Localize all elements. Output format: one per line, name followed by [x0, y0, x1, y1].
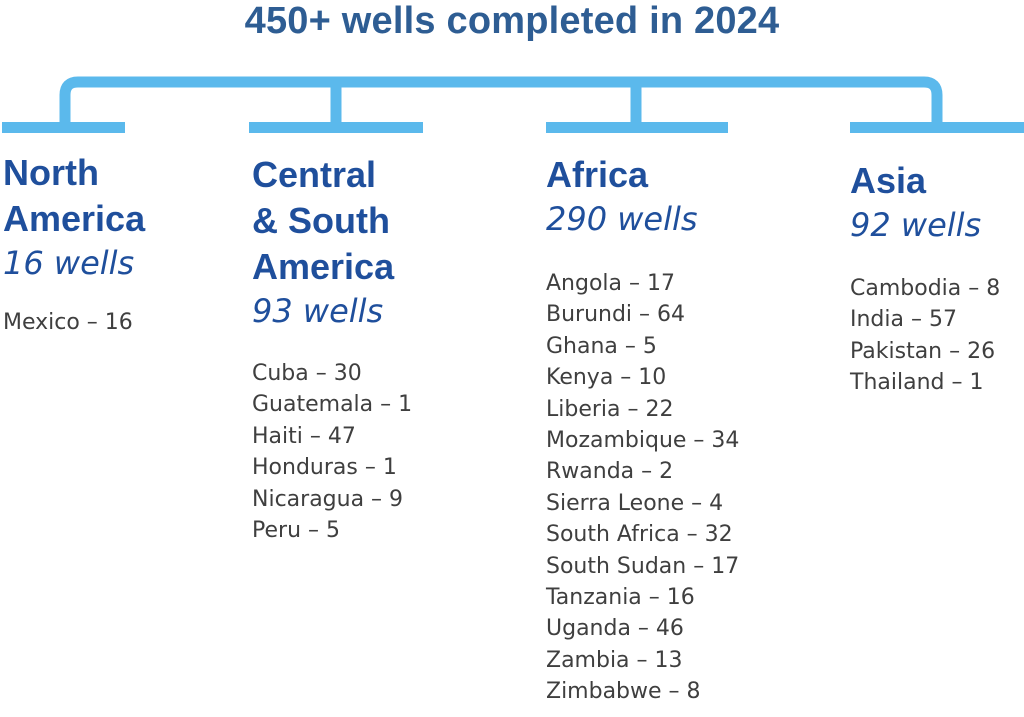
region-count: 93 wells — [252, 292, 384, 330]
connector-bar-africa — [546, 122, 728, 133]
connector-bar-central-south-america — [249, 122, 423, 133]
list-item: Haiti – 47 — [252, 423, 356, 449]
list-item: Mexico – 16 — [3, 310, 133, 335]
list-item: Ghana – 5 — [546, 333, 657, 359]
region-name: Africa — [546, 154, 649, 195]
list-item: Mozambique – 34 — [546, 428, 740, 454]
connector-bar-north-america — [2, 122, 125, 133]
list-item: Zimbabwe – 8 — [546, 679, 701, 705]
region-name: Central & South America — [252, 154, 395, 287]
country-list: Cambodia – 8 India – 57 Pakistan – 26 Th… — [850, 273, 1000, 399]
list-item: Pakistan – 26 — [850, 338, 996, 364]
list-item: Kenya – 10 — [546, 365, 667, 391]
list-item: Rwanda – 2 — [546, 459, 674, 485]
connector-main-bracket — [59, 76, 943, 123]
list-item: Burundi – 64 — [546, 302, 686, 328]
list-item: Peru – 5 — [252, 518, 340, 544]
list-item: Guatemala – 1 — [252, 392, 413, 418]
connector-tree — [2, 76, 1024, 133]
country-list: Angola – 17 Burundi – 64 Ghana – 5 Kenya… — [546, 268, 739, 708]
country-list: Mexico – 16 — [3, 307, 145, 338]
region-north-america: North America 16 wells Mexico – 16 — [3, 150, 145, 338]
list-item: Thailand – 1 — [850, 370, 984, 396]
region-count: 16 wells — [3, 244, 135, 282]
list-item: Nicaragua – 9 — [252, 486, 404, 512]
region-count: 92 wells — [850, 206, 982, 244]
list-item: South Africa – 32 — [546, 522, 733, 548]
list-item: Uganda – 46 — [546, 616, 684, 642]
list-item: Cambodia – 8 — [850, 276, 1001, 301]
list-item: Sierra Leone – 4 — [546, 490, 724, 516]
list-item: Liberia – 22 — [546, 396, 674, 422]
region-name: Asia — [850, 160, 927, 201]
region-central-south-america: Central & South America 93 wells Cuba – … — [252, 152, 412, 546]
connector-bar-asia — [850, 122, 1024, 133]
region-name: North America — [3, 152, 146, 239]
region-africa: Africa 290 wells Angola – 17 Burundi – 6… — [546, 152, 739, 708]
list-item: Tanzania – 16 — [546, 585, 695, 611]
country-list: Cuba – 30 Guatemala – 1 Haiti – 47 Hondu… — [252, 358, 412, 546]
list-item: India – 57 — [850, 307, 957, 333]
region-asia: Asia 92 wells Cambodia – 8 India – 57 Pa… — [850, 158, 1000, 399]
list-item: South Sudan – 17 — [546, 553, 740, 579]
list-item: Angola – 17 — [546, 271, 675, 296]
list-item: Zambia – 13 — [546, 647, 683, 673]
page-title: 450+ wells completed in 2024 — [244, 0, 780, 42]
list-item: Cuba – 30 — [252, 361, 362, 386]
region-count: 290 wells — [546, 200, 698, 238]
list-item: Honduras – 1 — [252, 455, 397, 481]
